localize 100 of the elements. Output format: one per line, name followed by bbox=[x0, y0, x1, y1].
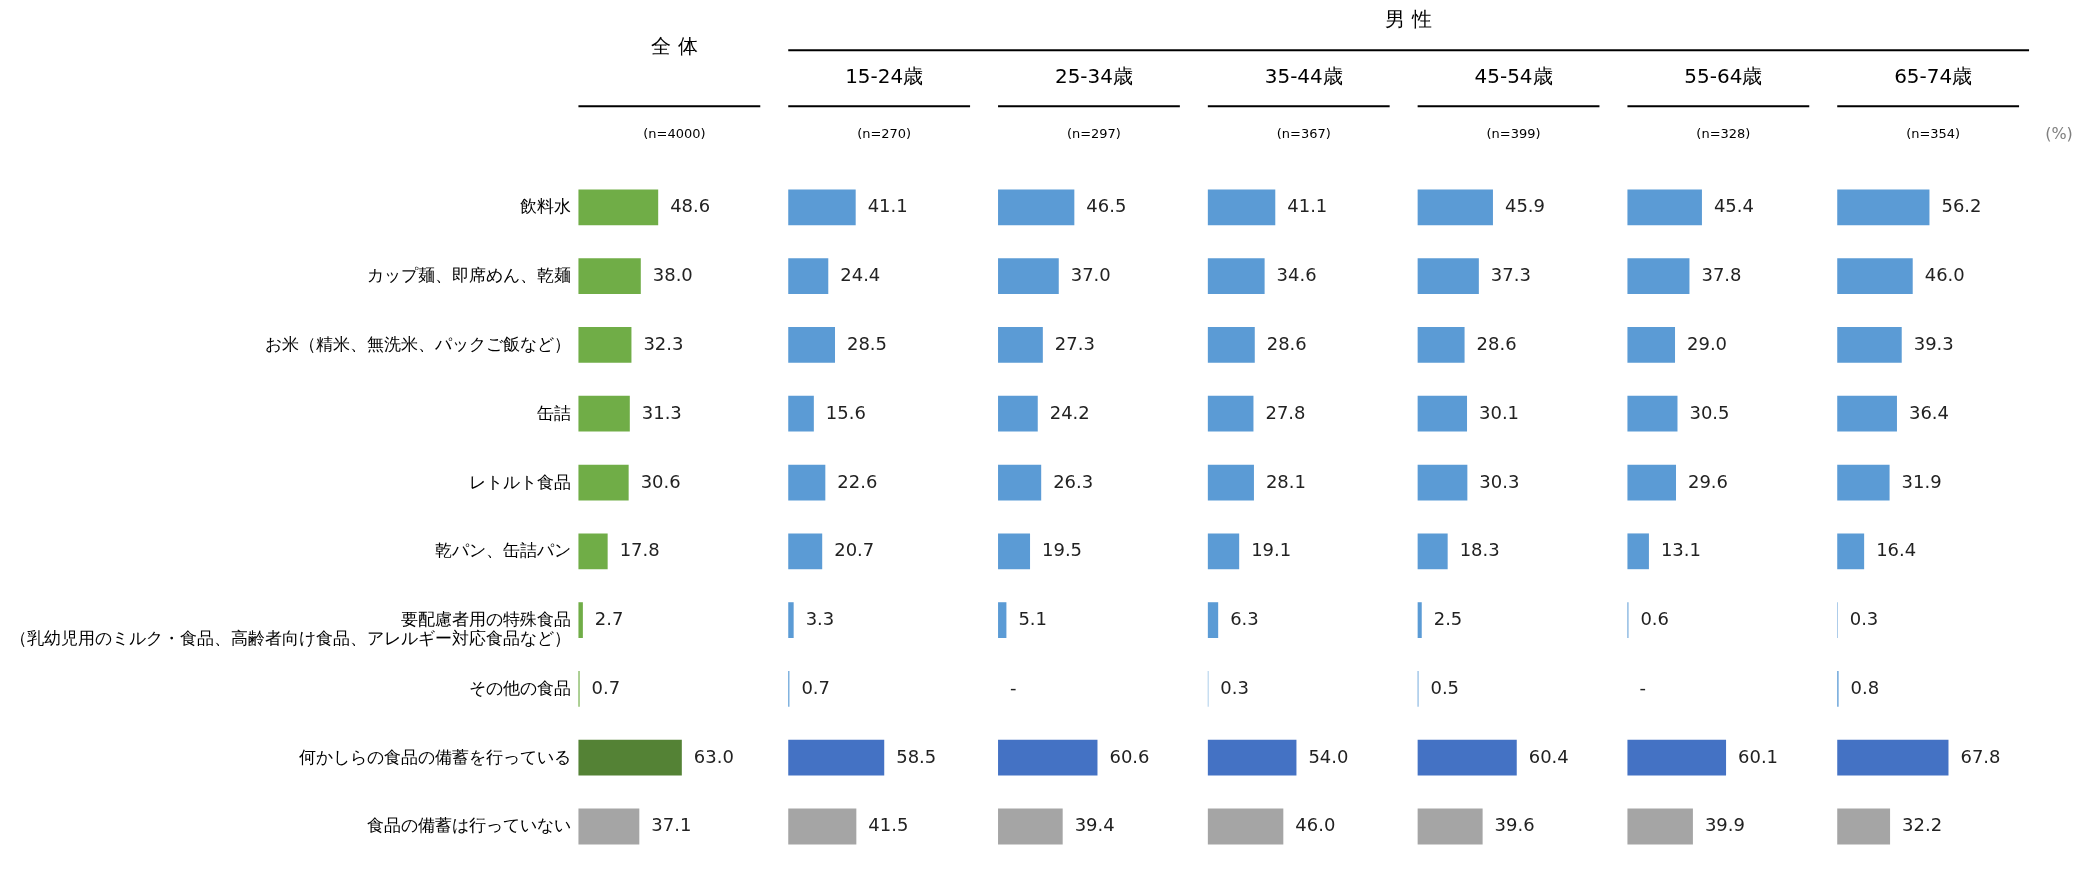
bar bbox=[998, 808, 1063, 845]
data-label: 32.2 bbox=[1902, 814, 1943, 836]
bar bbox=[788, 327, 836, 363]
bar bbox=[1627, 258, 1690, 295]
data-label: 5.1 bbox=[1018, 608, 1047, 630]
data-label: 37.1 bbox=[651, 814, 692, 836]
data-label: 18.3 bbox=[1459, 539, 1500, 561]
data-label: 60.4 bbox=[1528, 745, 1569, 767]
bar bbox=[578, 464, 629, 501]
bar bbox=[1417, 739, 1517, 776]
data-label: 30.6 bbox=[640, 470, 681, 492]
data-label: 46.0 bbox=[1924, 264, 1965, 286]
bar bbox=[998, 602, 1007, 638]
bar bbox=[1417, 395, 1468, 432]
data-label: 31.3 bbox=[641, 401, 682, 423]
data-label: 41.1 bbox=[1287, 195, 1328, 217]
bar bbox=[1207, 602, 1219, 638]
data-label: 26.3 bbox=[1053, 470, 1094, 492]
bar bbox=[788, 189, 856, 226]
data-label: 32.3 bbox=[643, 332, 684, 354]
data-label: 37.0 bbox=[1070, 264, 1111, 286]
bar bbox=[1627, 464, 1677, 501]
y-tick-label: 乾パン、缶詰パン bbox=[434, 540, 571, 561]
data-label: 6.3 bbox=[1230, 608, 1259, 630]
bar bbox=[998, 533, 1031, 570]
data-label: 54.0 bbox=[1308, 745, 1349, 767]
data-label: 30.3 bbox=[1479, 470, 1520, 492]
bar bbox=[1627, 189, 1702, 226]
bar bbox=[1627, 327, 1676, 363]
data-label: 28.6 bbox=[1266, 332, 1307, 354]
chart-subtitle: (n=270) bbox=[857, 126, 912, 142]
chart-title: 45-54歳 bbox=[1474, 64, 1553, 89]
bar bbox=[1837, 808, 1891, 845]
data-label: 45.9 bbox=[1504, 195, 1545, 217]
data-label: 0.7 bbox=[591, 676, 621, 698]
chart-subtitle: (n=328) bbox=[1696, 126, 1751, 142]
bar bbox=[998, 327, 1043, 363]
data-label: 29.0 bbox=[1687, 332, 1728, 354]
data-label: 45.4 bbox=[1713, 195, 1754, 217]
y-tick-label: その他の食品 bbox=[468, 677, 571, 698]
bar bbox=[998, 189, 1075, 226]
data-label: 0.6 bbox=[1640, 608, 1669, 630]
data-label: 24.4 bbox=[840, 264, 881, 286]
bar bbox=[578, 395, 630, 432]
y-tick-label: カップ麺、即席めん、乾麺 bbox=[366, 265, 571, 286]
text: - bbox=[1639, 676, 1646, 698]
bar bbox=[1207, 258, 1265, 295]
data-label: 48.6 bbox=[670, 195, 711, 217]
data-label: 27.3 bbox=[1054, 332, 1095, 354]
data-label: 37.3 bbox=[1490, 264, 1531, 286]
y-tick-label: 何かしらの食品の備蓄を行っている bbox=[298, 746, 571, 767]
data-label: 58.5 bbox=[896, 745, 937, 767]
text: (%) bbox=[2045, 124, 2073, 144]
bar bbox=[1207, 808, 1284, 845]
bar bbox=[1837, 739, 1949, 776]
data-label: 39.3 bbox=[1913, 332, 1954, 354]
data-label: 13.1 bbox=[1660, 539, 1701, 561]
bar bbox=[1207, 189, 1276, 226]
bar bbox=[1837, 464, 1890, 501]
bar bbox=[998, 395, 1038, 432]
bar bbox=[1417, 327, 1465, 363]
chart-subtitle: (n=297) bbox=[1066, 126, 1121, 142]
y-tick-label: レトルト食品 bbox=[468, 471, 571, 492]
data-label: 19.5 bbox=[1042, 539, 1083, 561]
bar bbox=[788, 602, 794, 638]
chart-title: 55-64歳 bbox=[1684, 64, 1763, 89]
text: 男 性 bbox=[1385, 7, 1432, 32]
bar bbox=[578, 739, 682, 776]
data-label: 28.6 bbox=[1476, 332, 1517, 354]
chart-title: 65-74歳 bbox=[1894, 64, 1973, 89]
data-label: 28.1 bbox=[1265, 470, 1306, 492]
chart-subtitle: (n=367) bbox=[1276, 126, 1331, 142]
data-label: 0.8 bbox=[1850, 676, 1880, 698]
chart-title: 25-34歳 bbox=[1054, 64, 1133, 89]
bar bbox=[1627, 533, 1649, 570]
bar bbox=[788, 258, 829, 295]
bar bbox=[998, 258, 1059, 295]
bar bbox=[1417, 602, 1422, 638]
bar bbox=[1207, 395, 1254, 432]
chart-subtitle: (n=399) bbox=[1486, 126, 1541, 142]
bar bbox=[788, 395, 814, 432]
data-label: 0.5 bbox=[1430, 676, 1460, 698]
data-label: 46.0 bbox=[1295, 814, 1336, 836]
data-label: 0.3 bbox=[1220, 676, 1249, 698]
bar bbox=[1837, 327, 1902, 363]
data-label: 31.9 bbox=[1901, 470, 1942, 492]
y-tick-label: お米（精米、無洗米、パックご飯など） bbox=[264, 333, 571, 354]
data-label: 39.6 bbox=[1494, 814, 1535, 836]
chart-title: 15-24歳 bbox=[845, 64, 924, 89]
bar bbox=[1627, 739, 1727, 776]
y-tick-label: 缶詰 bbox=[536, 402, 571, 423]
data-label: 38.0 bbox=[652, 264, 693, 286]
bar bbox=[578, 533, 608, 570]
bar bbox=[578, 808, 640, 845]
data-label: 67.8 bbox=[1960, 745, 2001, 767]
y-tick-label: 要配慮者用の特殊食品（乳幼児用のミルク・食品、高齢者向け食品、アレルギー対応食品など） bbox=[9, 609, 571, 649]
data-label: 2.7 bbox=[594, 608, 624, 630]
data-label: 27.8 bbox=[1265, 401, 1306, 423]
chart-subtitle: (n=4000) bbox=[643, 126, 706, 142]
bar bbox=[1837, 395, 1897, 432]
